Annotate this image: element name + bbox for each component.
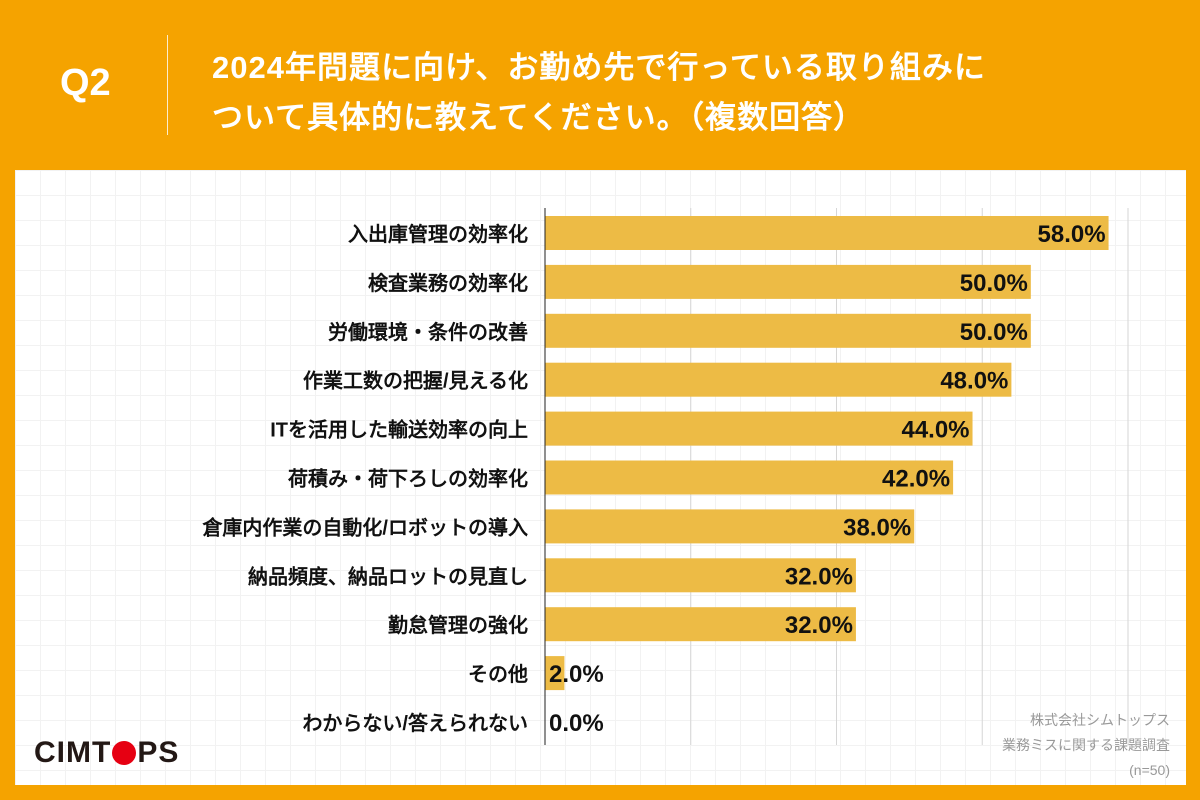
- bar: [545, 607, 856, 642]
- bar: [545, 656, 565, 691]
- category-label: 納品頻度、納品ロットの見直し: [248, 564, 528, 588]
- source-sample: (n=50): [1129, 762, 1170, 778]
- category-label: 検査業務の効率化: [368, 271, 528, 295]
- question-title-line2: ついて具体的に教えてください。（複数回答）: [212, 100, 866, 135]
- category-label: 勤怠管理の強化: [388, 613, 528, 637]
- data-label: 0.0%: [549, 710, 604, 737]
- header-divider: [167, 35, 168, 135]
- data-label: 50.0%: [960, 270, 1028, 297]
- source-note: 株式会社シムトップス 業務ミスに関する課題調査 (n=50): [1002, 708, 1170, 783]
- data-label: 42.0%: [882, 466, 950, 493]
- source-survey: 業務ミスに関する課題調査: [1002, 737, 1170, 753]
- data-label: 2.0%: [549, 661, 604, 688]
- category-label: ITを活用した輸送効率の向上: [270, 418, 528, 442]
- source-company: 株式会社シムトップス: [1030, 712, 1170, 728]
- cimtops-logo: CIMT PS: [34, 736, 180, 769]
- data-label: 48.0%: [940, 368, 1008, 395]
- category-label: わからない/答えられない: [302, 711, 528, 735]
- question-number: Q2: [60, 62, 111, 104]
- category-label: 労働環境・条件の改善: [328, 320, 528, 344]
- data-label: 44.0%: [901, 417, 969, 444]
- category-label: その他: [468, 662, 528, 686]
- bar: [545, 460, 954, 495]
- bar: [545, 509, 915, 544]
- question-title-line1: 2024年問題に向け、お勤め先で行っている取り組みに: [212, 50, 986, 85]
- data-label: 32.0%: [785, 612, 853, 639]
- category-label: 作業工数の把握/見える化: [303, 369, 528, 393]
- data-label: 50.0%: [960, 319, 1028, 346]
- bar: [545, 411, 973, 446]
- data-label: 58.0%: [1038, 221, 1106, 248]
- category-label: 倉庫内作業の自動化/ロボットの導入: [201, 515, 528, 539]
- bar: [545, 264, 1031, 299]
- bar: [545, 313, 1031, 348]
- data-label: 38.0%: [843, 514, 911, 541]
- data-label: 32.0%: [785, 563, 853, 590]
- bar: [545, 362, 1012, 397]
- category-label: 荷積み・荷下ろしの効率化: [288, 467, 528, 491]
- bar: [545, 558, 856, 593]
- category-label: 入出庫管理の効率化: [348, 222, 528, 246]
- bar: [545, 216, 1109, 250]
- logo-red-dot: [112, 741, 137, 765]
